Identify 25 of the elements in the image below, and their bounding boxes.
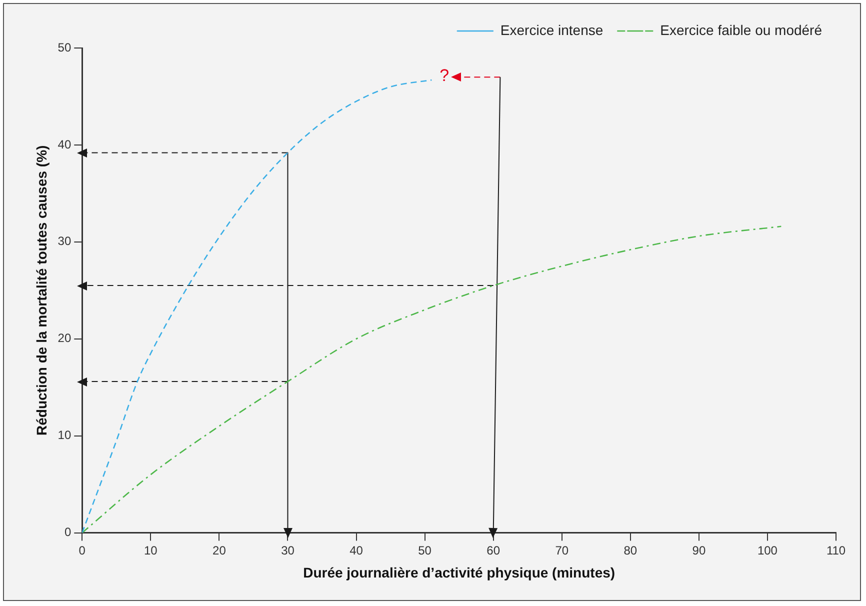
y-tick-label: 40: [58, 137, 72, 152]
x-axis-title: Durée journalière d’activité physique (minutes): [303, 564, 616, 580]
x-tick-label: 90: [692, 543, 706, 558]
x-tick-label: 70: [555, 543, 569, 558]
x-tick-label: 80: [624, 543, 638, 558]
y-tick-label: 20: [58, 331, 72, 346]
y-tick-label: 50: [58, 40, 72, 54]
x-tick-label: 100: [757, 543, 778, 558]
legend-label: Exercice intense: [500, 22, 604, 38]
y-tick-label: 0: [64, 525, 72, 540]
line-series: [82, 79, 432, 533]
x-tick-label: 50: [418, 543, 432, 558]
y-tick-label: 30: [58, 234, 72, 248]
legend-label: Exercice faible ou modéré: [660, 22, 822, 38]
x-tick-label: 60: [486, 543, 500, 558]
x-tick-label: 110: [826, 543, 846, 558]
y-axis-title: Réduction de la mortalité toutes causes (%): [33, 145, 50, 436]
x-tick-label: 30: [281, 543, 295, 558]
x-tick-label: 0: [78, 543, 86, 558]
x-tick-label: 10: [144, 543, 158, 558]
y-tick-label: 10: [58, 428, 72, 442]
x-tick-label: 40: [350, 543, 364, 558]
x-tick-label: 20: [212, 543, 226, 558]
annotation: ?: [440, 66, 450, 86]
line-series: [82, 226, 782, 533]
